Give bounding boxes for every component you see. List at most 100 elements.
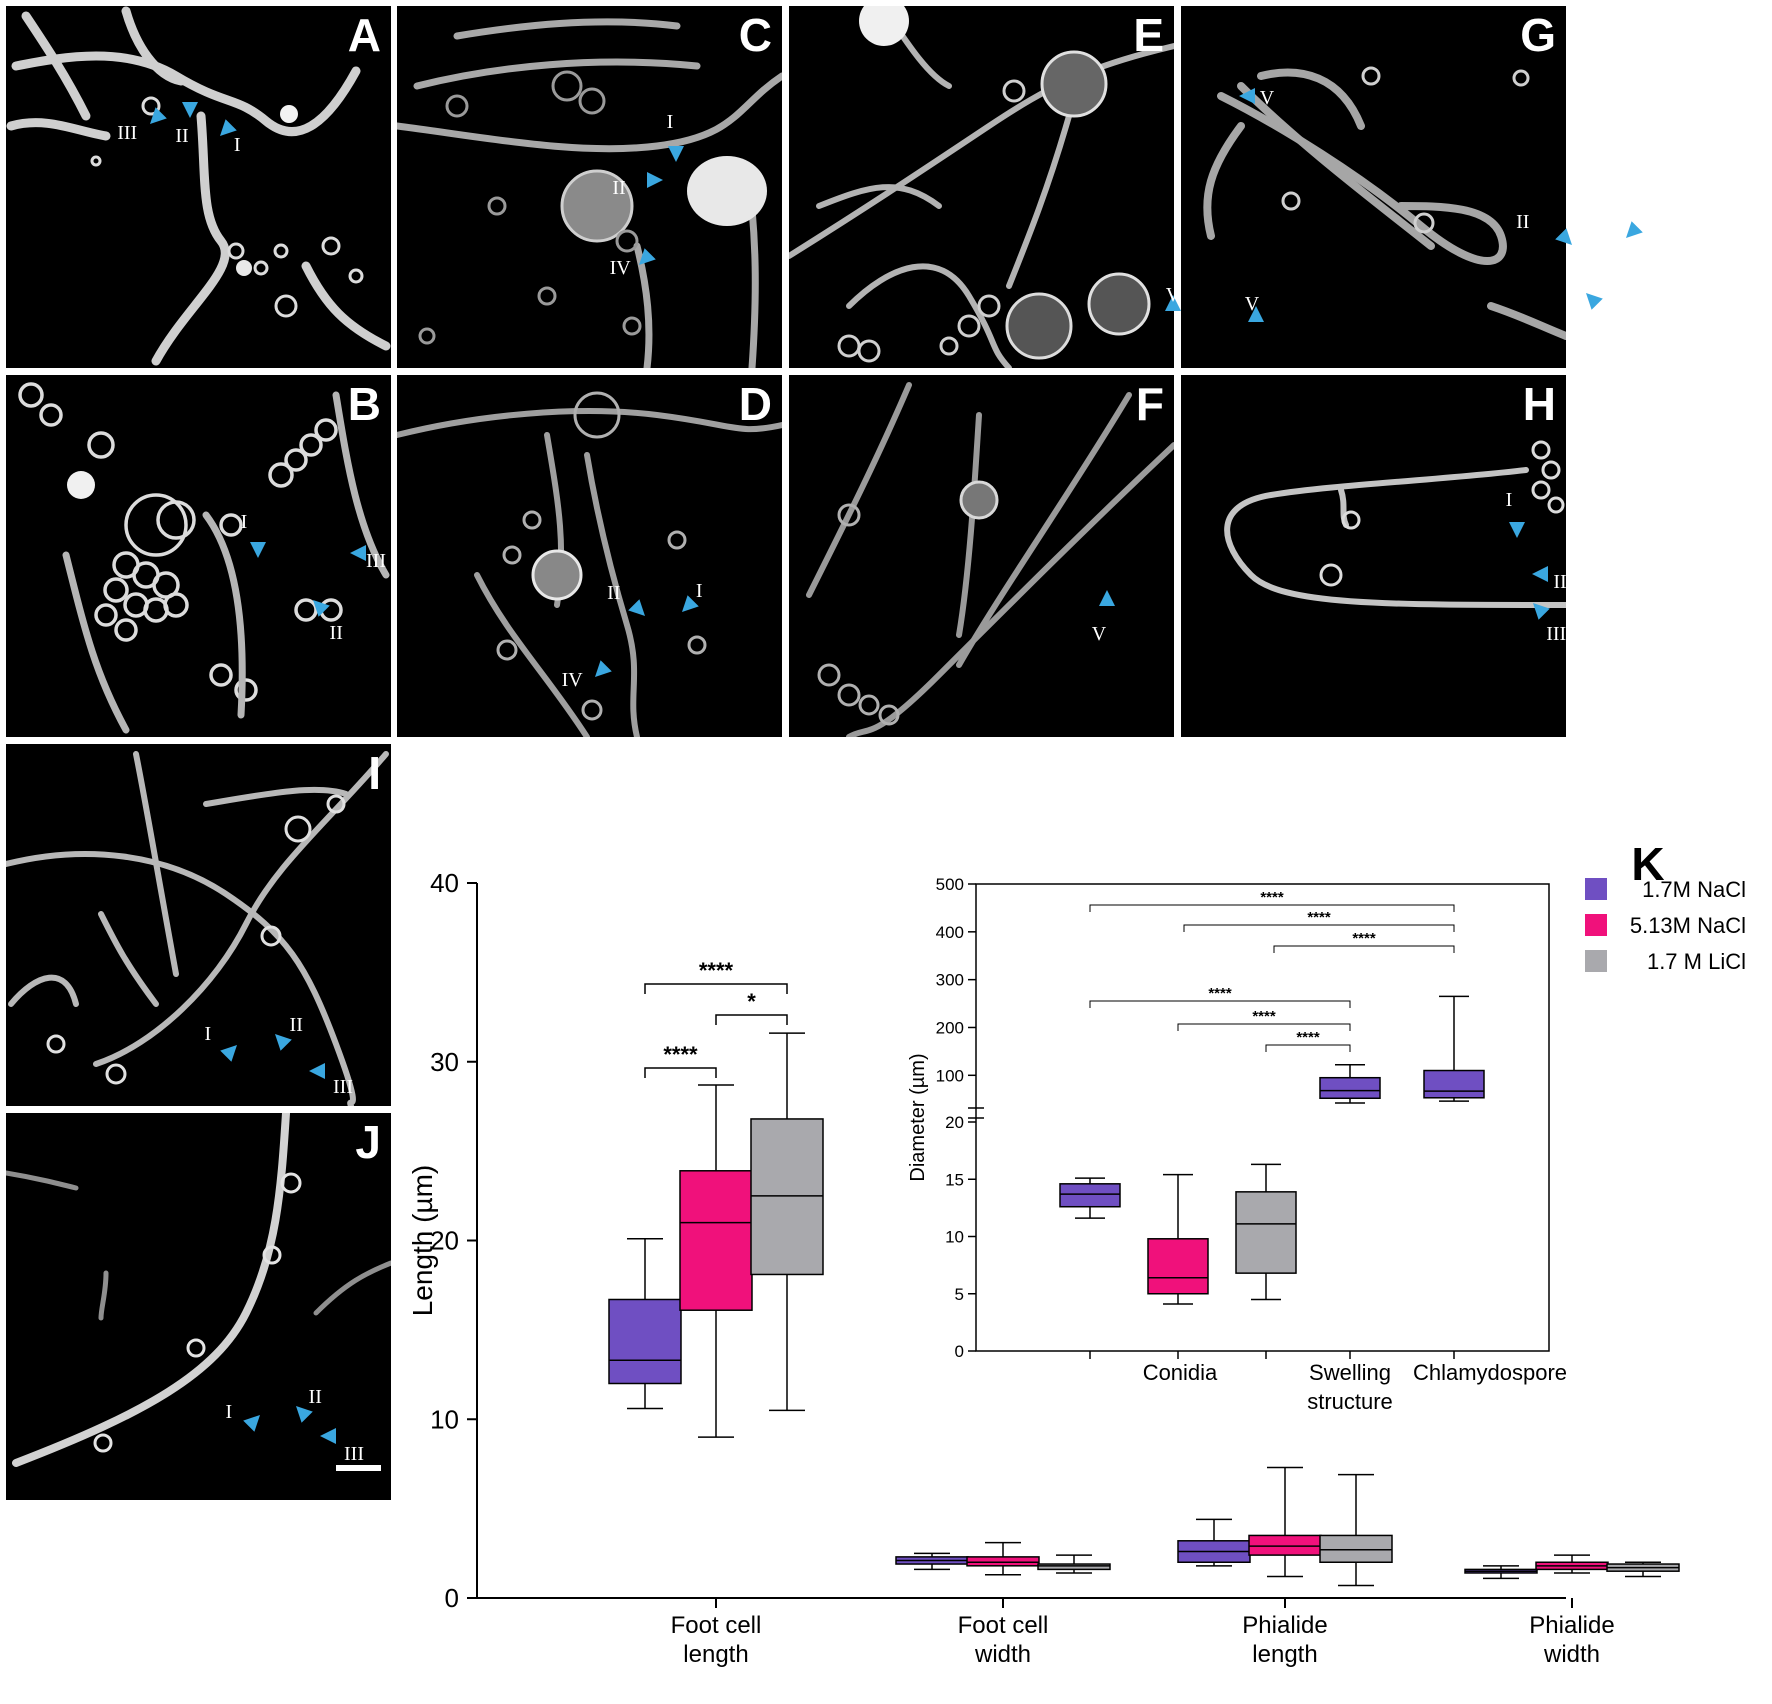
legend-swatch bbox=[1585, 878, 1607, 900]
structure-label: III bbox=[366, 550, 386, 572]
panel-h-label: H bbox=[1522, 378, 1556, 430]
legend-swatch bbox=[1585, 950, 1607, 972]
structure-label: II bbox=[309, 1386, 322, 1408]
panel-a-label: A bbox=[347, 9, 381, 61]
inset-y-tick-label: 500 bbox=[936, 875, 964, 894]
significance-label: **** bbox=[663, 1042, 698, 1067]
panel-d-image bbox=[397, 391, 782, 737]
legend-entry: 1.7 M LiCl bbox=[1647, 949, 1746, 974]
structure-label: III bbox=[344, 1443, 364, 1465]
structure-label: V bbox=[1166, 284, 1181, 306]
inset-significance-label: **** bbox=[1307, 909, 1331, 926]
panel-b: B bbox=[6, 375, 391, 737]
panel-b-image bbox=[18, 382, 390, 734]
panel-f-label: F bbox=[1135, 378, 1164, 430]
inset-significance-bracket bbox=[1265, 1044, 1351, 1052]
arrowhead-marker bbox=[628, 599, 645, 616]
box bbox=[1319, 1534, 1393, 1563]
panel-j-label: J bbox=[355, 1116, 381, 1168]
structure-label: I bbox=[225, 1401, 232, 1423]
y-tick-label: 30 bbox=[430, 1047, 459, 1077]
inset-significance-label: **** bbox=[1260, 889, 1284, 906]
inset-y-tick-label: 0 bbox=[955, 1342, 964, 1361]
box bbox=[750, 1118, 824, 1276]
inset-y-tick-label: 20 bbox=[945, 1113, 964, 1132]
panel-i-image bbox=[6, 751, 389, 1106]
inset-significance-label: **** bbox=[1296, 1029, 1320, 1046]
arrowhead-marker bbox=[1248, 306, 1264, 322]
panel-g-label: G bbox=[1520, 9, 1556, 61]
structure-label: II bbox=[330, 622, 343, 644]
panel-g: G bbox=[1181, 6, 1566, 368]
y-tick-label: 20 bbox=[430, 1226, 459, 1256]
inset-x-label: structure bbox=[1307, 1389, 1393, 1414]
inset-significance-bracket bbox=[1089, 904, 1455, 912]
structure-label: II bbox=[1553, 571, 1566, 593]
panel-e-image bbox=[789, 6, 1174, 368]
panel-c-label: C bbox=[738, 9, 772, 61]
panel-b-label: B bbox=[347, 378, 381, 430]
arrowhead-marker bbox=[595, 660, 612, 677]
arrowhead-marker bbox=[309, 1063, 325, 1079]
inset-y-tick-label: 5 bbox=[955, 1285, 964, 1304]
inset-y-tick-label: 10 bbox=[945, 1228, 964, 1247]
panel-a-image bbox=[6, 6, 391, 366]
inset-significance-bracket bbox=[1177, 1023, 1351, 1031]
structure-label: III bbox=[117, 122, 137, 144]
panel-h: H bbox=[1181, 375, 1566, 737]
x-tick-label: length bbox=[1252, 1641, 1317, 1668]
panel-f-image bbox=[806, 382, 1174, 737]
structure-label: I bbox=[241, 511, 248, 533]
inset-significance-bracket bbox=[1089, 1000, 1351, 1008]
arrowhead-marker bbox=[639, 248, 656, 265]
arrowhead-marker bbox=[313, 600, 330, 617]
box bbox=[679, 1170, 753, 1311]
inset-y-tick-label: 100 bbox=[936, 1066, 964, 1085]
inset-x-label: Conidia bbox=[1143, 1360, 1218, 1385]
structure-label: I bbox=[667, 111, 674, 133]
inset-x-label: Swelling bbox=[1309, 1360, 1391, 1385]
significance-bracket bbox=[644, 983, 788, 994]
y-tick-label: 40 bbox=[430, 868, 459, 898]
structure-label: IV bbox=[610, 257, 632, 279]
x-tick-label: Foot cell bbox=[958, 1612, 1049, 1639]
panel-d-label: D bbox=[738, 378, 772, 430]
arrowhead-marker bbox=[1099, 590, 1115, 606]
x-tick-label: Phialide bbox=[1529, 1612, 1614, 1639]
structure-label: V bbox=[1092, 623, 1107, 645]
panel-a: A bbox=[6, 6, 391, 368]
inset-significance-label: **** bbox=[1252, 1008, 1276, 1025]
arrowhead-marker bbox=[1165, 295, 1181, 311]
inset-y-tick-label: 200 bbox=[936, 1018, 964, 1037]
inset-x-label: Chlamydospore bbox=[1413, 1360, 1567, 1385]
arrowhead-marker bbox=[682, 595, 699, 612]
panel-e: E bbox=[789, 6, 1174, 368]
structure-label: III bbox=[333, 1076, 353, 1098]
arrowhead-marker bbox=[220, 119, 237, 136]
panel-f: F bbox=[789, 375, 1174, 737]
legend-swatch bbox=[1585, 914, 1607, 936]
structure-label: V bbox=[1245, 293, 1260, 315]
structure-label: I bbox=[204, 1023, 211, 1045]
significance-bracket bbox=[715, 1014, 788, 1025]
inset-significance-label: **** bbox=[1352, 930, 1376, 947]
arrowhead-marker bbox=[320, 1428, 336, 1444]
x-tick-label: width bbox=[974, 1641, 1031, 1668]
arrowhead-marker bbox=[182, 102, 198, 118]
structure-label: II bbox=[290, 1014, 303, 1036]
structure-label: I bbox=[1506, 489, 1513, 511]
box bbox=[1235, 1191, 1297, 1274]
box bbox=[1319, 1076, 1381, 1100]
y-tick-label: 10 bbox=[430, 1404, 459, 1434]
structure-label: III bbox=[1641, 204, 1661, 226]
arrowhead-marker bbox=[350, 545, 366, 561]
scale-bar bbox=[336, 1465, 381, 1471]
arrowhead-marker bbox=[1586, 293, 1603, 310]
arrowhead-marker bbox=[1509, 522, 1525, 538]
arrowhead-marker bbox=[647, 172, 663, 188]
panel-j-image bbox=[6, 1113, 391, 1471]
x-tick-label: width bbox=[1543, 1641, 1600, 1668]
structure-label: I bbox=[1578, 317, 1585, 339]
panel-h-image bbox=[1224, 440, 1566, 608]
arrowhead-marker bbox=[296, 1406, 313, 1423]
